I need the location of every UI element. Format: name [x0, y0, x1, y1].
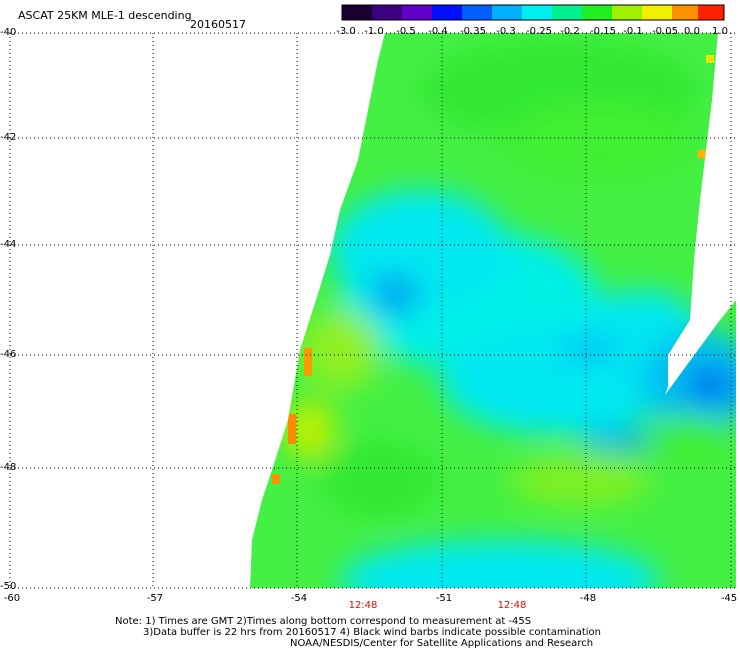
lon-label: -60	[3, 593, 21, 604]
pass-time-label: 12:48	[348, 600, 378, 611]
data-gap	[668, 285, 736, 390]
colorbar	[341, 4, 725, 21]
lon-label: -48	[579, 593, 597, 604]
colorbar-label: -0.25	[526, 26, 552, 37]
lat-label: -46	[0, 349, 17, 360]
lon-label: -54	[290, 593, 308, 604]
colorbar-label: -3.0	[336, 26, 356, 37]
colorbar-label: -0.3	[496, 26, 516, 37]
pass-time-label: 12:48	[497, 600, 527, 611]
lat-lon-grid	[9, 32, 736, 589]
colorbar-label: 1.0	[712, 26, 728, 37]
map-date: 20160517	[190, 18, 246, 31]
lon-label: -51	[435, 593, 453, 604]
lat-label: -50	[0, 581, 17, 592]
note-line-2: 3)Data buffer is 22 hrs from 20160517 4)…	[143, 627, 601, 638]
colorbar-label: -0.05	[652, 26, 678, 37]
lon-label: -57	[146, 593, 164, 604]
lat-label: -42	[0, 132, 17, 143]
colorbar-label: -0.5	[396, 26, 416, 37]
note-line-1: Note: 1) Times are GMT 2)Times along bot…	[115, 616, 532, 627]
map-title: ASCAT 25KM MLE-1 descending	[18, 9, 192, 22]
lat-label: -44	[0, 239, 17, 250]
note-line-3: NOAA/NESDIS/Center for Satellite Applica…	[290, 638, 594, 649]
lat-label: -40	[0, 27, 17, 38]
colorbar-label: 0.0	[684, 26, 700, 37]
colorbar-label: -0.15	[590, 26, 616, 37]
lat-label: -48	[0, 462, 17, 473]
lon-label: -45	[720, 593, 738, 604]
colorbar-label: -0.2	[560, 26, 580, 37]
colorbar-label: -0.4	[428, 26, 448, 37]
colorbar-label: -0.35	[460, 26, 486, 37]
colorbar-label: -1.0	[364, 26, 384, 37]
wind-field-swath	[250, 33, 736, 588]
colorbar-label: -0.1	[623, 26, 643, 37]
